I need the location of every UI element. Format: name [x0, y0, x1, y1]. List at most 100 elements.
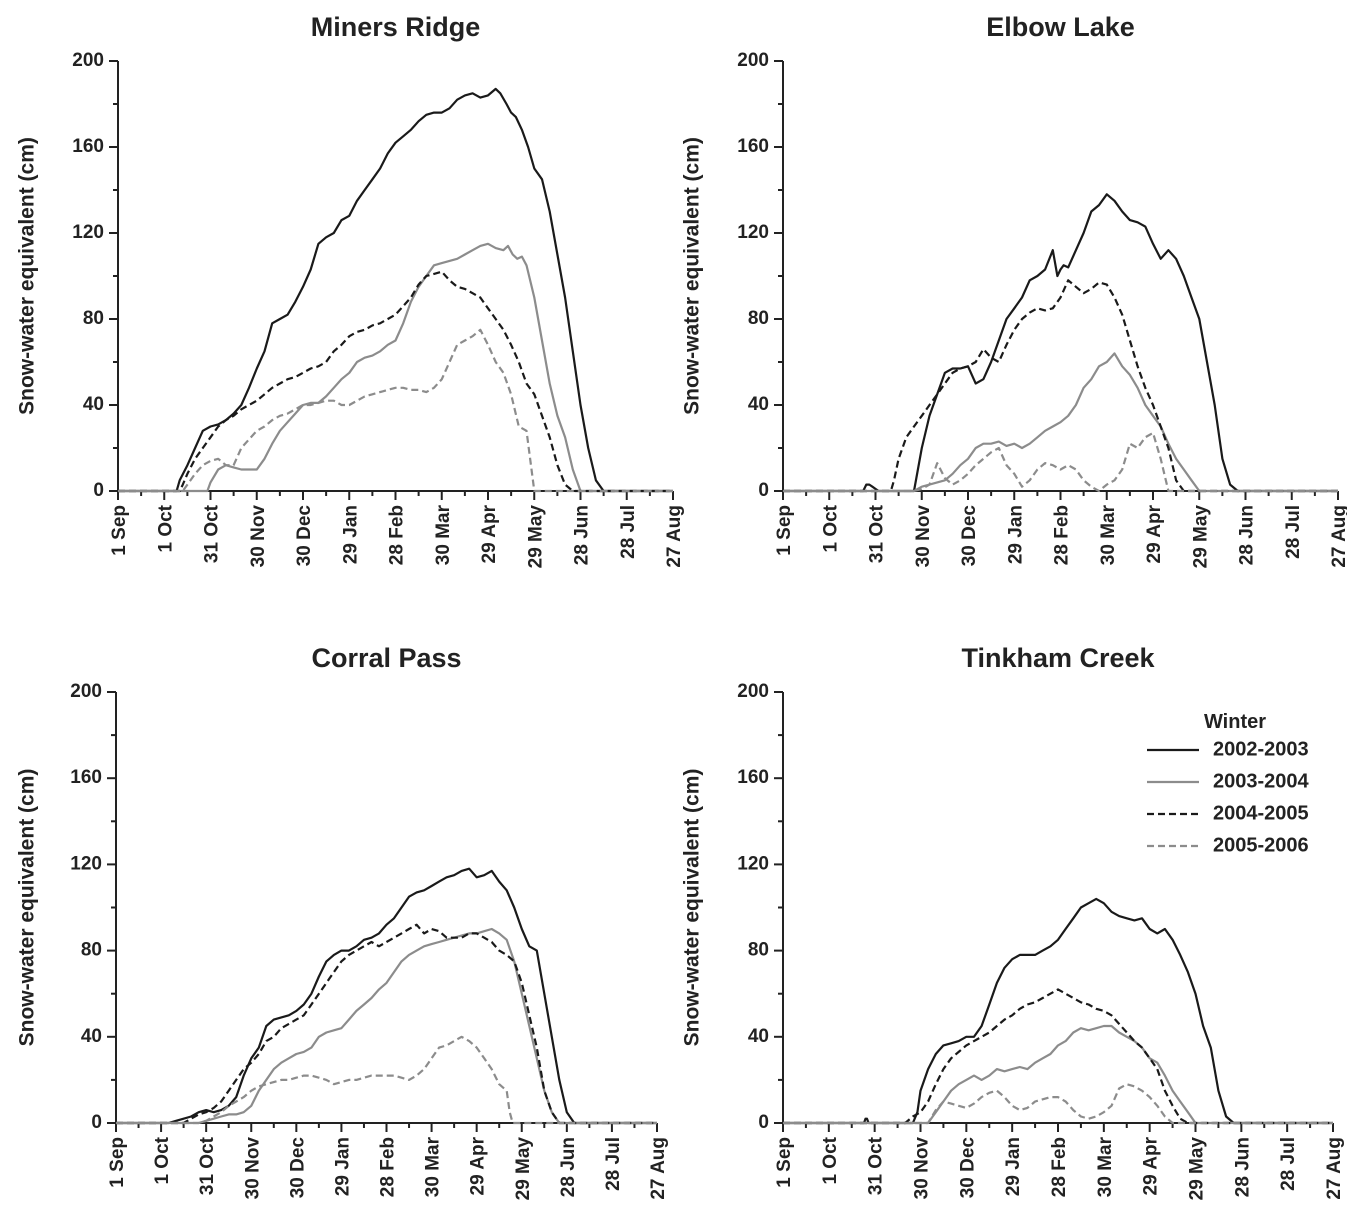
x-tick-label: 29 Apr	[1144, 504, 1165, 563]
chart-title: Corral Pass	[311, 643, 461, 673]
x-tick-label: 27 Aug	[648, 1137, 669, 1200]
y-tick-label: 40	[81, 1026, 102, 1047]
x-tick-label: 29 Jan	[340, 505, 361, 564]
x-tick-label: 31 Oct	[202, 504, 223, 563]
y-tick-label: 160	[737, 767, 769, 788]
y-tick-label: 120	[70, 853, 102, 874]
x-tick-label: 30 Nov	[248, 505, 269, 568]
x-tick-label: 28 Jul	[1283, 505, 1304, 559]
legend-entry: 2002-2003	[1213, 738, 1309, 760]
x-tick-label: 27 Aug	[664, 505, 685, 568]
x-tick-label: 30 Nov	[913, 505, 934, 568]
x-tick-label: 29 Apr	[468, 1136, 489, 1195]
x-tick-label: 1 Oct	[820, 504, 841, 552]
y-tick-label: 80	[748, 308, 769, 329]
y-tick-label: 0	[758, 480, 769, 501]
x-tick-label: 31 Oct	[867, 504, 888, 563]
series-line-2003-2004	[116, 927, 657, 1125]
y-tick-label: 160	[72, 136, 104, 157]
x-tick-label: 27 Aug	[1329, 505, 1347, 568]
legend-entry: 2005-2006	[1213, 834, 1309, 856]
chart-panel-3: Corral Pass Snow-water equivalent (cm) 0 40…	[16, 643, 669, 1200]
y-tick-label: 40	[748, 394, 769, 415]
x-tick-label: 30 Mar	[1095, 1136, 1116, 1197]
x-tick-label: 27 Aug	[1324, 1137, 1345, 1200]
x-tick-label: 29 Apr	[1141, 1136, 1162, 1195]
x-tick-label: 28 Jun	[572, 505, 593, 565]
x-tick-label: 29 May	[525, 505, 546, 569]
series-line-2002-2003	[116, 867, 657, 1125]
series-line-2004-2005	[783, 279, 1338, 493]
x-tick-label: 30 Dec	[294, 505, 315, 567]
y-tick-label: 200	[70, 681, 102, 702]
series-line-2005-2006	[783, 1083, 1333, 1125]
x-tick-label: 28 Feb	[1049, 1137, 1070, 1197]
y-tick-label: 0	[91, 1112, 102, 1133]
chart-title: Miners Ridge	[311, 12, 481, 42]
x-tick-label: 30 Mar	[423, 1136, 444, 1197]
y-tick-label: 120	[72, 222, 104, 243]
series-line-2003-2004	[118, 242, 673, 493]
x-tick-label: 31 Oct	[866, 1136, 887, 1195]
legend-title: Winter	[1204, 711, 1266, 733]
y-axis-label: Snow-water equivalent (cm)	[681, 769, 704, 1047]
x-tick-label: 1 Sep	[109, 505, 130, 556]
x-tick-label: 29 Jan	[332, 1137, 353, 1196]
y-tick-label: 200	[737, 681, 769, 702]
x-tick-label: 28 Feb	[378, 1137, 399, 1197]
x-tick-label: 28 Feb	[387, 505, 408, 565]
x-tick-label: 1 Oct	[820, 1136, 841, 1184]
y-axis-label: Snow-water equivalent (cm)	[16, 769, 39, 1047]
series-line-2004-2005	[116, 923, 657, 1125]
x-tick-label: 30 Mar	[1098, 504, 1119, 565]
chart-title: Elbow Lake	[986, 12, 1135, 42]
x-tick-label: 30 Dec	[959, 505, 980, 567]
y-axis-label: Snow-water equivalent (cm)	[681, 137, 704, 415]
legend-entry: 2003-2004	[1213, 770, 1310, 792]
y-tick-label: 200	[72, 50, 104, 71]
y-tick-label: 200	[737, 50, 769, 71]
series-line-2002-2003	[783, 897, 1333, 1125]
x-tick-label: 1 Oct	[155, 504, 176, 552]
x-tick-label: 28 Jun	[1237, 505, 1258, 565]
x-tick-label: 29 May	[1187, 1137, 1208, 1201]
x-tick-label: 28 Jul	[603, 1137, 624, 1191]
series-line-2003-2004	[783, 352, 1338, 493]
y-tick-label: 160	[70, 767, 102, 788]
series-line-2005-2006	[116, 1035, 657, 1125]
y-tick-label: 80	[83, 308, 104, 329]
chart-panel-4: Tinkham Creek Snow-water equivalent (cm) 0…	[681, 643, 1345, 1200]
y-tick-label: 40	[83, 394, 104, 415]
x-tick-label: 30 Mar	[433, 504, 454, 565]
x-tick-label: 29 May	[513, 1137, 534, 1201]
y-axis-label: Snow-water equivalent (cm)	[16, 137, 39, 415]
x-tick-label: 1 Oct	[152, 1136, 173, 1184]
y-tick-label: 120	[737, 853, 769, 874]
chart-title: Tinkham Creek	[961, 643, 1155, 673]
y-tick-label: 80	[81, 940, 102, 961]
x-tick-label: 30 Nov	[242, 1137, 263, 1200]
series-line-2002-2003	[783, 193, 1338, 493]
x-tick-label: 28 Jun	[1232, 1137, 1253, 1197]
x-tick-label: 1 Sep	[774, 505, 795, 556]
y-tick-label: 0	[758, 1112, 769, 1133]
series-line-2004-2005	[118, 270, 673, 493]
x-tick-label: 29 Jan	[1003, 1137, 1024, 1196]
x-tick-label: 28 Feb	[1052, 505, 1073, 565]
y-tick-label: 0	[93, 480, 104, 501]
x-tick-label: 31 Oct	[197, 1136, 218, 1195]
y-tick-label: 80	[748, 940, 769, 961]
series-line-2003-2004	[783, 1024, 1333, 1125]
x-tick-label: 28 Jul	[1278, 1137, 1299, 1191]
y-tick-label: 40	[748, 1026, 769, 1047]
series-line-2005-2006	[118, 328, 673, 493]
x-tick-label: 28 Jul	[618, 505, 639, 559]
x-tick-label: 30 Nov	[912, 1137, 933, 1200]
y-tick-label: 120	[737, 222, 769, 243]
y-tick-label: 160	[737, 136, 769, 157]
x-tick-label: 28 Jun	[558, 1137, 579, 1197]
series-line-2004-2005	[783, 988, 1333, 1125]
chart-panel-1: Miners Ridge Snow-water equivalent (cm) 0 4…	[16, 12, 685, 568]
x-tick-label: 1 Sep	[774, 1137, 795, 1188]
